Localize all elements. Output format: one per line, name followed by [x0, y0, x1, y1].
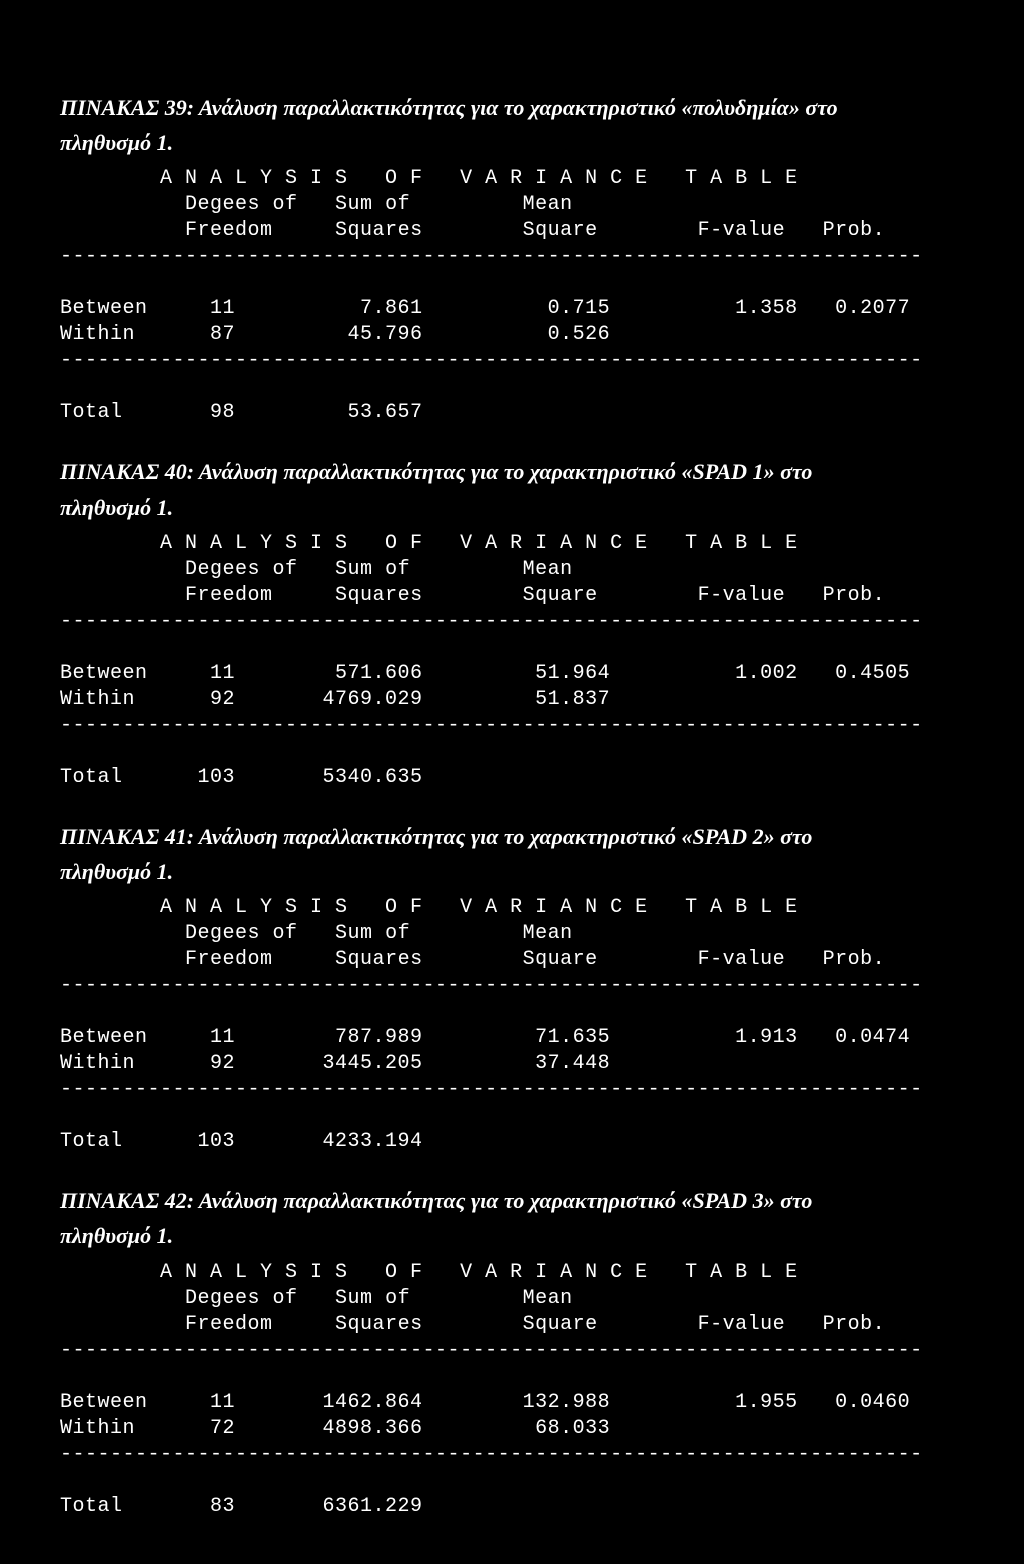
row-within: Within 87 45.796 0.526 — [60, 323, 610, 346]
separator: ----------------------------------------… — [60, 610, 923, 633]
anova-body: A N A L Y S I S O F V A R I A N C E T A … — [60, 531, 964, 791]
row-total: Total 98 53.657 — [60, 401, 423, 424]
anova-table-42: ΠΙΝΑΚΑΣ 42: Ανάλυση παραλλακτικότητας γι… — [60, 1183, 964, 1519]
row-total: Total 83 6361.229 — [60, 1495, 423, 1518]
row-total: Total 103 4233.194 — [60, 1130, 423, 1153]
title-line-1: ΠΙΝΑΚΑΣ 41: Ανάλυση παραλλακτικότητας γι… — [60, 824, 812, 849]
row-total: Total 103 5340.635 — [60, 766, 423, 789]
title-line-2: πληθυσμό 1. — [60, 495, 173, 520]
title-line-1: ΠΙΝΑΚΑΣ 39: Ανάλυση παραλλακτικότητας γι… — [60, 95, 838, 120]
separator: ----------------------------------------… — [60, 714, 923, 737]
row-within: Within 92 3445.205 37.448 — [60, 1052, 610, 1075]
table-title: ΠΙΝΑΚΑΣ 41: Ανάλυση παραλλακτικότητας γι… — [60, 819, 964, 889]
separator: ----------------------------------------… — [60, 1443, 923, 1466]
anova-header-2: Degees of Sum of Mean — [185, 1287, 573, 1310]
title-line-1: ΠΙΝΑΚΑΣ 42: Ανάλυση παραλλακτικότητας γι… — [60, 1188, 812, 1213]
table-title: ΠΙΝΑΚΑΣ 39: Ανάλυση παραλλακτικότητας γι… — [60, 90, 964, 160]
separator: ----------------------------------------… — [60, 245, 923, 268]
anova-header-2: Degees of Sum of Mean — [185, 558, 573, 581]
anova-header-3: Freedom Squares Square F-value Prob. — [185, 948, 885, 971]
anova-body: A N A L Y S I S O F V A R I A N C E T A … — [60, 166, 964, 426]
anova-header-2: Degees of Sum of Mean — [185, 193, 573, 216]
title-line-2: πληθυσμό 1. — [60, 130, 173, 155]
row-between: Between 11 7.861 0.715 1.358 0.2077 — [60, 297, 910, 320]
row-between: Between 11 1462.864 132.988 1.955 0.0460 — [60, 1391, 910, 1414]
separator: ----------------------------------------… — [60, 974, 923, 997]
row-between: Between 11 571.606 51.964 1.002 0.4505 — [60, 662, 910, 685]
separator: ----------------------------------------… — [60, 349, 923, 372]
separator: ----------------------------------------… — [60, 1078, 923, 1101]
separator: ----------------------------------------… — [60, 1339, 923, 1362]
anova-table-41: ΠΙΝΑΚΑΣ 41: Ανάλυση παραλλακτικότητας γι… — [60, 819, 964, 1155]
row-within: Within 72 4898.366 68.033 — [60, 1417, 610, 1440]
anova-table-40: ΠΙΝΑΚΑΣ 40: Ανάλυση παραλλακτικότητας γι… — [60, 454, 964, 790]
row-within: Within 92 4769.029 51.837 — [60, 688, 610, 711]
anova-header-1: A N A L Y S I S O F V A R I A N C E T A … — [160, 167, 798, 190]
title-line-2: πληθυσμό 1. — [60, 859, 173, 884]
anova-header-2: Degees of Sum of Mean — [185, 922, 573, 945]
anova-header-3: Freedom Squares Square F-value Prob. — [185, 1313, 885, 1336]
anova-header-3: Freedom Squares Square F-value Prob. — [185, 584, 885, 607]
anova-header-1: A N A L Y S I S O F V A R I A N C E T A … — [160, 1261, 798, 1284]
row-between: Between 11 787.989 71.635 1.913 0.0474 — [60, 1026, 910, 1049]
table-title: ΠΙΝΑΚΑΣ 40: Ανάλυση παραλλακτικότητας γι… — [60, 454, 964, 524]
table-title: ΠΙΝΑΚΑΣ 42: Ανάλυση παραλλακτικότητας γι… — [60, 1183, 964, 1253]
title-line-1: ΠΙΝΑΚΑΣ 40: Ανάλυση παραλλακτικότητας γι… — [60, 459, 812, 484]
anova-header-1: A N A L Y S I S O F V A R I A N C E T A … — [160, 896, 798, 919]
anova-body: A N A L Y S I S O F V A R I A N C E T A … — [60, 895, 964, 1155]
anova-header-1: A N A L Y S I S O F V A R I A N C E T A … — [160, 532, 798, 555]
anova-body: A N A L Y S I S O F V A R I A N C E T A … — [60, 1260, 964, 1520]
title-line-2: πληθυσμό 1. — [60, 1223, 173, 1248]
anova-table-39: ΠΙΝΑΚΑΣ 39: Ανάλυση παραλλακτικότητας γι… — [60, 90, 964, 426]
anova-header-3: Freedom Squares Square F-value Prob. — [185, 219, 885, 242]
